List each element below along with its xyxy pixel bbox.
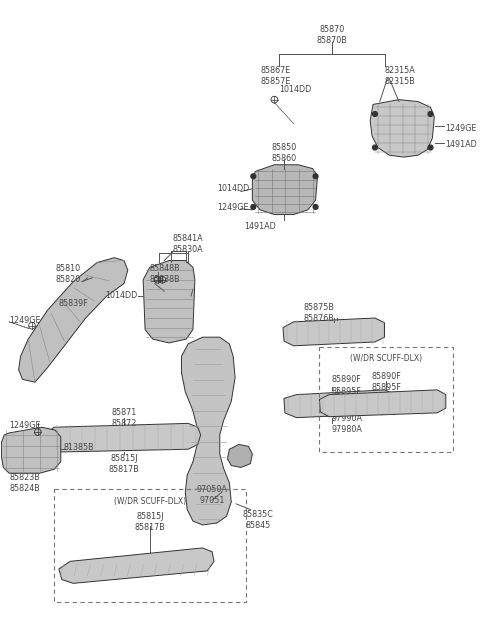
Polygon shape bbox=[181, 337, 235, 525]
Circle shape bbox=[313, 204, 318, 210]
Text: 85875B
85876B: 85875B 85876B bbox=[303, 303, 334, 323]
Text: 1014DD: 1014DD bbox=[105, 291, 137, 300]
Text: 1014DD: 1014DD bbox=[279, 85, 312, 94]
Text: (W/DR SCUFF-DLX): (W/DR SCUFF-DLX) bbox=[114, 497, 186, 506]
Circle shape bbox=[313, 174, 318, 178]
Text: 85871
85872: 85871 85872 bbox=[111, 408, 137, 428]
Text: 85890F
85895F: 85890F 85895F bbox=[332, 375, 362, 396]
Text: 1249GE: 1249GE bbox=[445, 124, 476, 132]
Text: 1249GE: 1249GE bbox=[9, 420, 40, 429]
Text: 85890F
85895F: 85890F 85895F bbox=[372, 371, 401, 392]
Polygon shape bbox=[1, 427, 61, 473]
Text: 85870
85870B: 85870 85870B bbox=[316, 25, 347, 45]
Text: 1249GE: 1249GE bbox=[217, 203, 249, 212]
Text: 85848B
85838B: 85848B 85838B bbox=[150, 264, 180, 285]
Circle shape bbox=[251, 204, 256, 210]
Text: 85815J
85817B: 85815J 85817B bbox=[134, 512, 165, 532]
Text: 82315A
82315B: 82315A 82315B bbox=[384, 66, 415, 86]
Circle shape bbox=[428, 111, 433, 117]
Text: 81385B: 81385B bbox=[64, 443, 94, 452]
Polygon shape bbox=[319, 390, 446, 417]
Circle shape bbox=[251, 174, 256, 178]
Text: 85815J
85817B: 85815J 85817B bbox=[108, 454, 139, 474]
Polygon shape bbox=[283, 318, 384, 346]
Text: 97050A
97051: 97050A 97051 bbox=[197, 485, 228, 505]
Text: (W/DR SCUFF-DLX): (W/DR SCUFF-DLX) bbox=[350, 354, 422, 364]
Text: 85867E
85857E: 85867E 85857E bbox=[260, 66, 290, 86]
Polygon shape bbox=[59, 548, 214, 583]
Polygon shape bbox=[284, 390, 396, 418]
Polygon shape bbox=[252, 165, 317, 215]
Text: 97990A
97980A: 97990A 97980A bbox=[332, 414, 363, 434]
Circle shape bbox=[372, 145, 377, 150]
Text: 85823B
85824B: 85823B 85824B bbox=[9, 473, 40, 493]
Circle shape bbox=[428, 145, 433, 150]
Text: 85835C
85845: 85835C 85845 bbox=[243, 510, 274, 530]
Text: 1491AD: 1491AD bbox=[445, 140, 477, 149]
Polygon shape bbox=[370, 99, 434, 157]
Text: 85810
85820: 85810 85820 bbox=[56, 264, 81, 285]
Circle shape bbox=[372, 111, 377, 117]
Text: 1249GE: 1249GE bbox=[9, 316, 40, 325]
Text: 1014DD: 1014DD bbox=[217, 184, 249, 193]
Text: 85839F: 85839F bbox=[59, 299, 89, 308]
Polygon shape bbox=[228, 445, 252, 468]
Polygon shape bbox=[42, 424, 201, 452]
Text: 85850
85860: 85850 85860 bbox=[271, 143, 297, 163]
Text: 1491AD: 1491AD bbox=[244, 222, 276, 231]
Polygon shape bbox=[143, 261, 195, 343]
Text: 85841A
85830A: 85841A 85830A bbox=[173, 234, 204, 254]
Polygon shape bbox=[19, 258, 128, 382]
